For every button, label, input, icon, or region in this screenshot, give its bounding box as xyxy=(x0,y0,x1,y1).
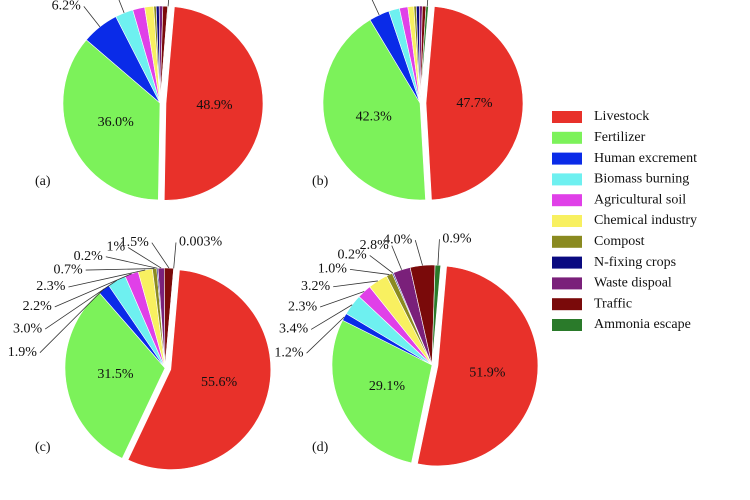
slice-label: 47.7% xyxy=(456,96,493,111)
leader-line xyxy=(306,316,345,354)
slice-label: 36.0% xyxy=(98,115,135,130)
slice-label: 4.0% xyxy=(383,232,413,247)
slice-label: 3.4% xyxy=(279,322,309,337)
pie-slice xyxy=(431,264,442,366)
leader-line xyxy=(127,247,162,269)
pie-slice xyxy=(64,292,166,459)
slice-label: 0.003% xyxy=(179,235,223,250)
slice-label: 0.9% xyxy=(442,231,472,246)
leader-line xyxy=(68,269,146,288)
leader-line xyxy=(105,256,158,269)
slice-label: 1% xyxy=(106,240,125,255)
legend-label: Biomass burning xyxy=(594,172,689,187)
slice-label: 1.5% xyxy=(120,235,150,250)
pie-slice xyxy=(164,268,175,369)
pie-slice xyxy=(425,6,524,201)
legend-label: Human excrement xyxy=(594,151,697,166)
legend-label: Chemical industry xyxy=(594,213,697,228)
legend-label: Livestock xyxy=(594,109,649,124)
legend-swatch xyxy=(552,319,582,331)
legend-swatch xyxy=(552,194,582,207)
slice-label: 1.9% xyxy=(8,345,38,360)
legend-swatch xyxy=(552,256,582,269)
legend-label: N-fixing crops xyxy=(594,255,676,270)
legend-swatch xyxy=(552,277,582,290)
panel-label: (c) xyxy=(35,440,51,455)
leader-line xyxy=(319,291,365,308)
legend-label: Fertilizer xyxy=(594,130,646,145)
slice-label: 2.2% xyxy=(23,299,53,314)
slice-label: 2.3% xyxy=(288,299,318,314)
slice-label: 29.1% xyxy=(369,379,406,394)
leader-line xyxy=(391,245,403,270)
pie-slice xyxy=(322,19,426,201)
slice-label: 31.5% xyxy=(97,367,134,382)
slice-label: 2.3% xyxy=(36,279,66,294)
slice-label: 48.9% xyxy=(196,98,233,113)
leader-line xyxy=(44,280,117,330)
legend-label: Traffic xyxy=(594,296,632,311)
leader-line xyxy=(151,242,170,269)
slice-label: 55.6% xyxy=(201,375,238,390)
legend-label: Ammonia escape xyxy=(594,317,691,332)
leader-line xyxy=(371,0,380,16)
leader-line xyxy=(83,6,101,28)
leader-line xyxy=(310,304,353,330)
pie-slice xyxy=(331,319,433,464)
legend-swatch xyxy=(552,298,582,311)
legend-swatch xyxy=(552,111,582,123)
leader-line xyxy=(118,0,125,14)
slice-label: 1.0% xyxy=(318,262,348,277)
slice-label: 42.3% xyxy=(356,110,393,125)
panel-label: (d) xyxy=(312,440,329,455)
slice-label: 1.2% xyxy=(274,345,304,360)
slice-label: 3.2% xyxy=(301,279,331,294)
pie-slice xyxy=(163,6,264,201)
leader-line xyxy=(333,280,378,288)
legend-swatch xyxy=(552,131,582,144)
slice-label: 0.7% xyxy=(54,262,84,277)
slice-label: 6.2% xyxy=(52,0,82,14)
slice-label: 3.0% xyxy=(13,321,43,336)
pie-slice xyxy=(159,5,169,104)
slice-label: 51.9% xyxy=(469,365,506,380)
slice-label: 0.2% xyxy=(338,248,368,263)
legend-swatch xyxy=(552,173,582,186)
leader-line xyxy=(85,268,155,271)
pie-slice xyxy=(417,265,539,467)
legend-swatch xyxy=(552,152,582,165)
pie-slice xyxy=(419,5,429,104)
leader-line xyxy=(54,273,132,308)
pie-slice xyxy=(62,39,161,201)
legend-swatch xyxy=(552,215,582,227)
legend-label: Compost xyxy=(594,234,645,249)
pie-slice xyxy=(127,269,272,470)
panel-label: (b) xyxy=(312,174,329,189)
panel-label: (a) xyxy=(35,174,51,189)
leader-line xyxy=(349,268,390,275)
legend-label: Agricultural soil xyxy=(594,192,686,207)
slice-label: 2.8% xyxy=(360,238,390,253)
leader-line xyxy=(437,239,440,266)
leader-line xyxy=(414,240,423,266)
legend-label: Waste dispoal xyxy=(594,276,672,291)
leader-line xyxy=(167,0,170,7)
leader-line xyxy=(426,0,429,7)
leader-line xyxy=(39,288,105,353)
legend-swatch xyxy=(552,235,582,248)
leader-line xyxy=(173,242,177,269)
slice-label: 0.2% xyxy=(74,249,104,264)
leader-line xyxy=(369,255,394,274)
